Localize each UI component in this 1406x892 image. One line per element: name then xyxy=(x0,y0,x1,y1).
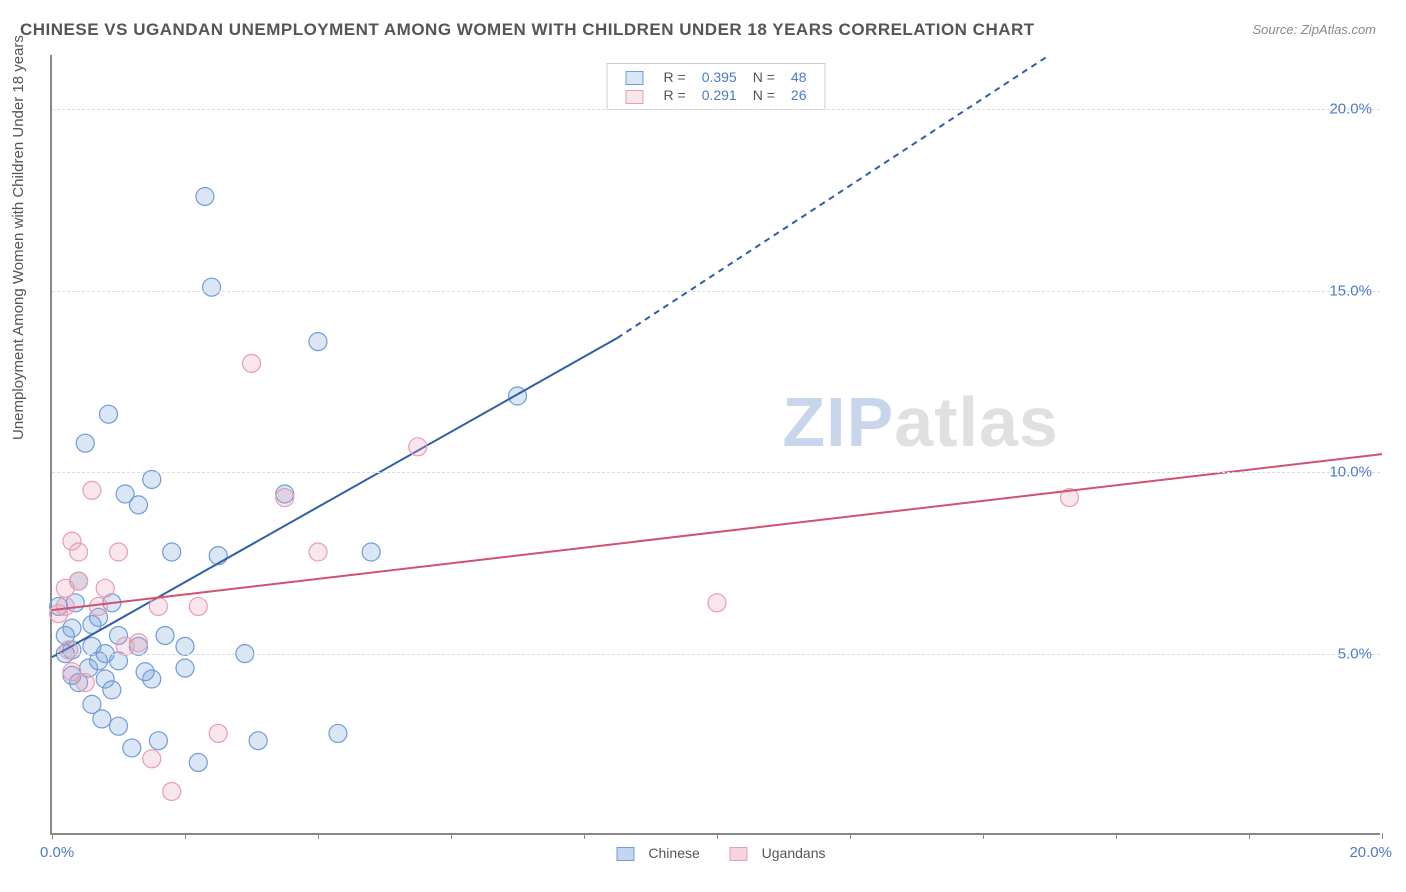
legend-r-label: R = xyxy=(656,68,694,86)
data-point xyxy=(243,354,261,372)
data-point xyxy=(196,187,214,205)
legend-r-value: 0.291 xyxy=(694,86,745,104)
data-point xyxy=(249,732,267,750)
data-point xyxy=(70,572,88,590)
data-point xyxy=(189,597,207,615)
data-point xyxy=(409,438,427,456)
x-tick xyxy=(1249,833,1250,839)
gridline-h xyxy=(52,291,1380,292)
legend-r-label: R = xyxy=(656,86,694,104)
gridline-h xyxy=(52,472,1380,473)
data-point xyxy=(129,496,147,514)
data-point xyxy=(708,594,726,612)
data-point xyxy=(163,782,181,800)
data-point xyxy=(149,597,167,615)
correlation-legend: R =0.395N =48R =0.291N =26 xyxy=(607,63,826,110)
data-point xyxy=(76,434,94,452)
x-tick xyxy=(1382,833,1383,839)
legend-item: Ugandans xyxy=(720,845,826,861)
legend-n-value: 48 xyxy=(783,68,815,86)
data-point xyxy=(129,634,147,652)
y-axis-label: Unemployment Among Women with Children U… xyxy=(10,35,27,440)
data-point xyxy=(76,674,94,692)
chart-svg xyxy=(52,55,1380,833)
series-legend: Chinese Ugandans xyxy=(597,845,836,861)
data-point xyxy=(63,619,81,637)
x-tick xyxy=(185,833,186,839)
x-tick-last: 20.0% xyxy=(1349,844,1392,861)
data-point xyxy=(60,641,78,659)
legend-swatch xyxy=(617,847,635,861)
y-tick-label: 10.0% xyxy=(1329,464,1372,481)
data-point xyxy=(143,750,161,768)
data-point xyxy=(123,739,141,757)
data-point xyxy=(209,724,227,742)
data-point xyxy=(309,333,327,351)
data-point xyxy=(110,717,128,735)
x-tick xyxy=(52,833,53,839)
data-point xyxy=(176,659,194,677)
trend-line xyxy=(52,454,1382,610)
legend-r-value: 0.395 xyxy=(694,68,745,86)
data-point xyxy=(70,543,88,561)
data-point xyxy=(83,481,101,499)
data-point xyxy=(276,489,294,507)
y-tick-label: 15.0% xyxy=(1329,282,1372,299)
plot-area: ZIPatlas R =0.395N =48R =0.291N =26 Chin… xyxy=(50,55,1380,835)
data-point xyxy=(149,732,167,750)
data-point xyxy=(110,543,128,561)
legend-n-value: 26 xyxy=(783,86,815,104)
data-point xyxy=(143,670,161,688)
data-point xyxy=(56,597,74,615)
x-tick xyxy=(318,833,319,839)
data-point xyxy=(96,579,114,597)
legend-swatch xyxy=(626,71,644,85)
gridline-h xyxy=(52,654,1380,655)
data-point xyxy=(90,597,108,615)
data-point xyxy=(329,724,347,742)
legend-n-label: N = xyxy=(745,86,783,104)
x-tick xyxy=(717,833,718,839)
data-point xyxy=(163,543,181,561)
x-tick xyxy=(1116,833,1117,839)
x-tick xyxy=(451,833,452,839)
data-point xyxy=(189,753,207,771)
data-point xyxy=(103,681,121,699)
legend-item: Chinese xyxy=(607,845,700,861)
chart-title: CHINESE VS UGANDAN UNEMPLOYMENT AMONG WO… xyxy=(20,20,1035,40)
data-point xyxy=(156,626,174,644)
source-attribution: Source: ZipAtlas.com xyxy=(1252,22,1376,37)
data-point xyxy=(203,278,221,296)
legend-swatch xyxy=(626,90,644,104)
x-tick xyxy=(850,833,851,839)
x-tick-first: 0.0% xyxy=(40,844,74,861)
data-point xyxy=(309,543,327,561)
data-point xyxy=(93,710,111,728)
data-point xyxy=(362,543,380,561)
gridline-h xyxy=(52,109,1380,110)
y-tick-label: 20.0% xyxy=(1329,101,1372,118)
data-point xyxy=(209,547,227,565)
legend-row: R =0.395N =48 xyxy=(618,68,815,86)
y-tick-label: 5.0% xyxy=(1338,645,1372,662)
legend-n-label: N = xyxy=(745,68,783,86)
legend-swatch xyxy=(730,847,748,861)
x-tick xyxy=(584,833,585,839)
legend-row: R =0.291N =26 xyxy=(618,86,815,104)
data-point xyxy=(100,405,118,423)
x-tick xyxy=(983,833,984,839)
